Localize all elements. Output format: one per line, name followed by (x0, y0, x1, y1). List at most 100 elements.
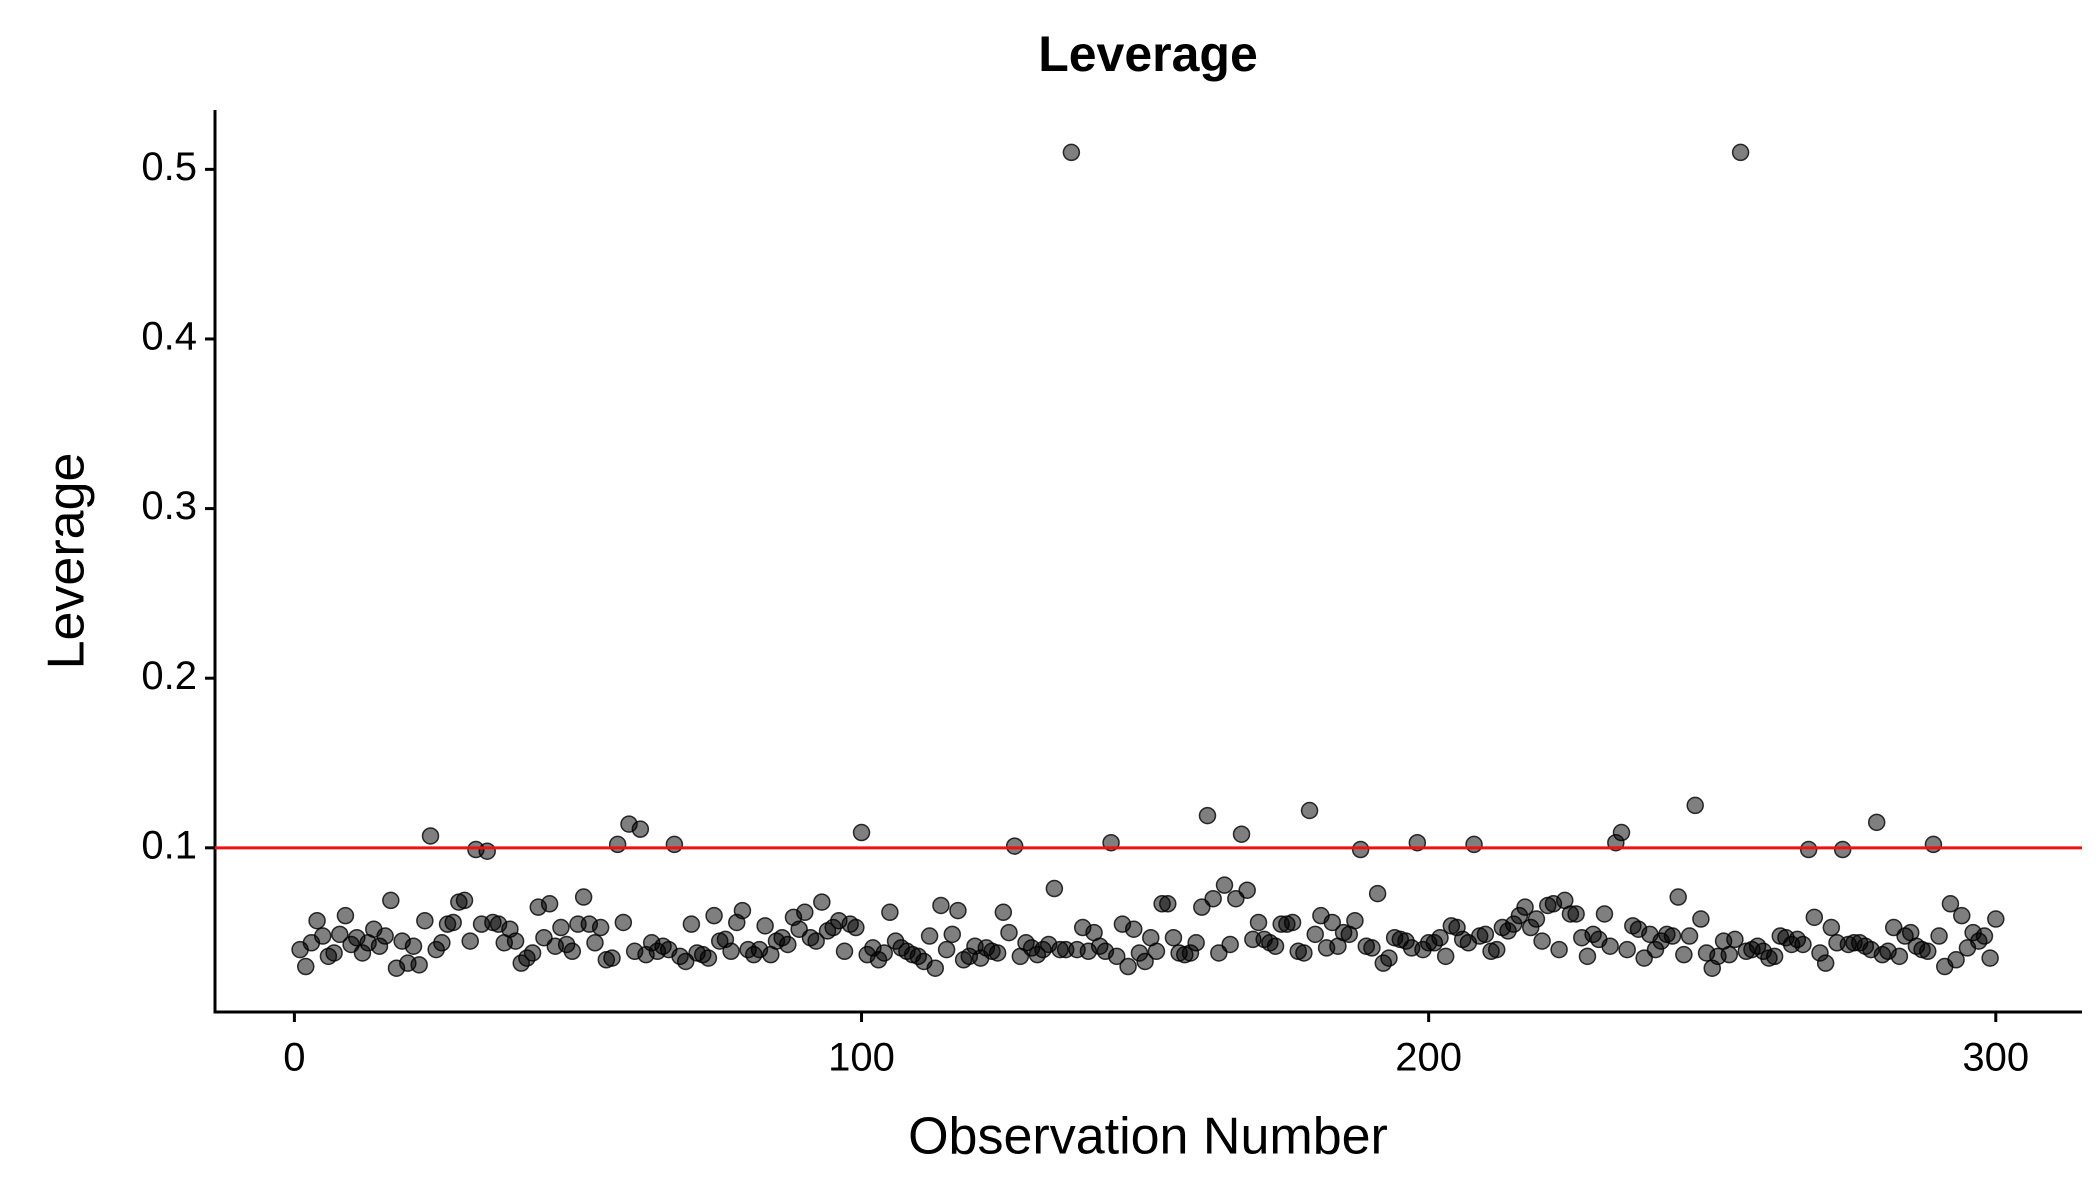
point (779, 935, 797, 954)
point (1295, 944, 1313, 962)
x-tick-label: 100 (828, 1036, 895, 1080)
point (1147, 942, 1166, 961)
point (835, 942, 854, 961)
point (1125, 920, 1143, 938)
point (1323, 913, 1342, 932)
point (1516, 898, 1534, 916)
point (1981, 949, 1999, 967)
point (1204, 889, 1222, 908)
point (881, 903, 899, 922)
point (1283, 913, 1302, 932)
point (1595, 905, 1614, 923)
point (404, 937, 423, 955)
point (1794, 935, 1812, 954)
point (540, 895, 559, 913)
point (943, 925, 962, 944)
point (296, 957, 315, 976)
point (1187, 934, 1205, 952)
point (410, 956, 428, 974)
point (1431, 928, 1449, 947)
point (1833, 840, 1852, 859)
point (926, 959, 945, 977)
point (1005, 837, 1024, 855)
point (932, 896, 950, 915)
point (699, 949, 718, 967)
point (949, 901, 967, 920)
x-tick-label: 300 (1962, 1036, 2029, 1080)
point (1947, 951, 1965, 969)
point (1822, 918, 1841, 937)
point (1953, 906, 1971, 925)
point (1487, 940, 1506, 959)
point (1436, 947, 1455, 966)
point (614, 913, 633, 932)
point (705, 906, 723, 925)
point (1351, 840, 1370, 859)
point (1669, 888, 1687, 906)
point (1380, 949, 1398, 967)
x-tick-label: 200 (1395, 1036, 1462, 1080)
point (1930, 927, 1948, 945)
point (336, 906, 355, 925)
point (1062, 143, 1081, 162)
point (1918, 942, 1937, 961)
point (421, 827, 440, 845)
y-tick-label: 0.4 (141, 315, 197, 359)
point (1941, 895, 1960, 913)
point (1107, 947, 1126, 966)
point (631, 820, 650, 838)
y-tick-label: 0.2 (141, 654, 197, 698)
x-axis-title: Observation Number (908, 1108, 1388, 1166)
point (1300, 801, 1319, 820)
point (807, 932, 825, 950)
point (1816, 954, 1835, 972)
point (1119, 957, 1137, 976)
point (1618, 940, 1636, 959)
y-tick-label: 0.3 (141, 484, 197, 528)
point (455, 891, 474, 910)
point (756, 917, 774, 935)
point (1686, 796, 1704, 815)
point (1731, 143, 1750, 162)
point (1363, 939, 1381, 957)
point (331, 925, 349, 944)
chart-title: Leverage (1038, 26, 1258, 82)
point (920, 927, 939, 945)
x-tick-label: 0 (283, 1036, 305, 1080)
point (682, 915, 701, 933)
point (1550, 940, 1568, 959)
point (988, 944, 1007, 962)
point (1346, 911, 1364, 930)
point (1805, 908, 1824, 927)
point (1680, 927, 1699, 945)
point (603, 949, 621, 967)
point (1249, 913, 1268, 932)
y-tick-label: 0.1 (141, 823, 197, 867)
point (1720, 945, 1738, 964)
point (591, 918, 610, 937)
point (1136, 952, 1154, 971)
point (552, 918, 570, 937)
point (1765, 947, 1784, 966)
point (1198, 806, 1217, 825)
point (1465, 835, 1483, 854)
point (586, 934, 604, 952)
point (444, 913, 462, 932)
point (574, 888, 593, 906)
point (433, 934, 451, 952)
point (1368, 884, 1387, 903)
point (1612, 823, 1631, 842)
point (733, 901, 752, 920)
point (1159, 895, 1177, 913)
y-tick-label: 0.5 (141, 145, 197, 189)
point (1527, 910, 1546, 928)
point (1266, 937, 1285, 955)
point (796, 903, 814, 922)
point (1045, 879, 1064, 898)
point (506, 932, 525, 950)
y-axis-title: Leverage (38, 453, 96, 670)
point (416, 911, 434, 930)
point (1000, 923, 1018, 942)
point (1675, 945, 1693, 964)
